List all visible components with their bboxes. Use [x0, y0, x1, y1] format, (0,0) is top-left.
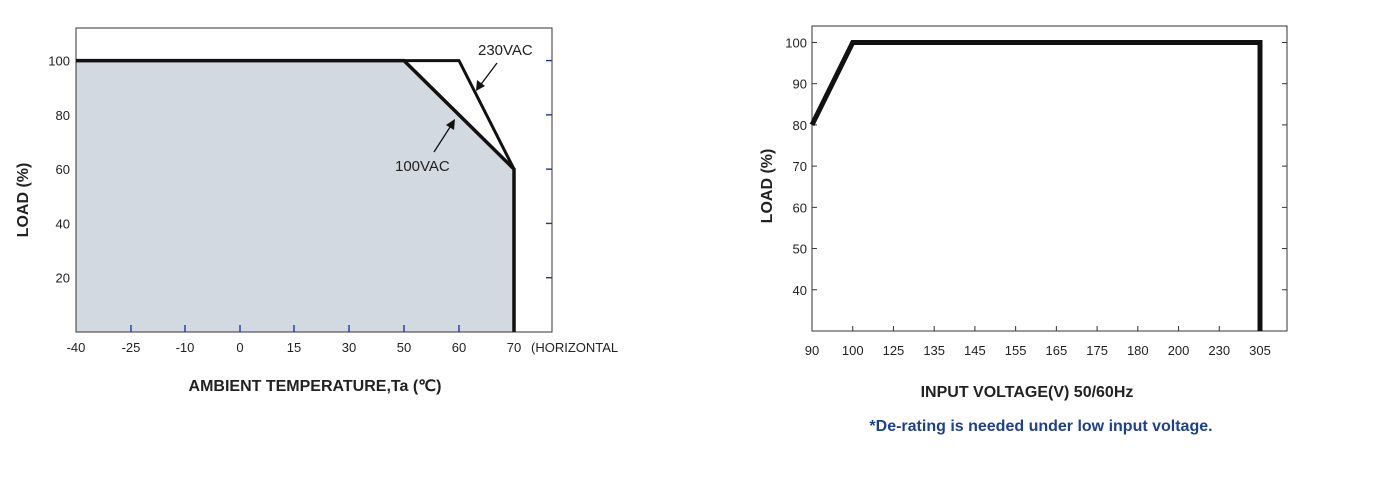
y-tick-label: 70 [793, 159, 807, 174]
y-tick-label: 60 [56, 162, 70, 177]
operating-area [76, 60, 514, 332]
x-tick-label: 100 [842, 343, 864, 358]
x-tick-label: 180 [1127, 343, 1149, 358]
x-tick-label: 125 [883, 343, 905, 358]
plot-frame [811, 25, 1288, 332]
x-axis-title: INPUT VOLTAGE(V) 50/60Hz [921, 384, 1134, 401]
annotation-arrow-230vac [478, 62, 498, 88]
derating-voltage-chart: 90 100 125 135 145 155 165 175 180 200 230 305 40 50… [759, 25, 1288, 401]
plot-frame [75, 27, 553, 333]
y-axis-title: LOAD (%) [759, 149, 776, 224]
annotation-100vac: 100VAC [395, 158, 450, 175]
series-line-load [809, 39, 1263, 331]
x-tick-label: 200 [1168, 343, 1190, 358]
y-tick-label: 100 [785, 35, 807, 50]
x-suffix-label: (HORIZONTAL [531, 340, 618, 355]
y-axis-title: LOAD (%) [15, 163, 32, 238]
x-tick-label: 70 [507, 340, 521, 355]
y-tick-label: 40 [56, 216, 70, 231]
series-line-100vac [76, 58, 516, 332]
x-tick-label: 165 [1046, 343, 1068, 358]
y-tick-label: 80 [793, 118, 807, 133]
y-tick-label: 90 [793, 77, 807, 92]
y-tick-label: 20 [56, 271, 70, 286]
x-tick-label: 175 [1086, 343, 1108, 358]
x-tick-label: 305 [1249, 343, 1271, 358]
y-tick-label: 100 [48, 54, 70, 69]
x-tick-label: 135 [923, 343, 945, 358]
x-axis-title: AMBIENT TEMPERATURE,Ta (℃) [189, 378, 442, 395]
x-tick-label: 50 [397, 340, 411, 355]
y-tick-label: 50 [793, 242, 807, 257]
y-tick-label: 60 [793, 200, 807, 215]
x-tick-label: 0 [236, 340, 243, 355]
x-tick-label: 90 [805, 343, 819, 358]
x-tick-label: -25 [122, 340, 141, 355]
annotation-arrowhead-230vac [476, 80, 485, 91]
x-tick-label: 155 [1005, 343, 1027, 358]
annotation-arrowhead-100vac [446, 119, 455, 130]
x-tick-label: 60 [452, 340, 466, 355]
x-tick-label: 230 [1208, 343, 1230, 358]
x-tick-label: 145 [964, 343, 986, 358]
x-tick-label: 15 [287, 340, 301, 355]
y-tick-label: 40 [793, 283, 807, 298]
x-tick-label: -40 [67, 340, 86, 355]
x-tick-label: 30 [342, 340, 356, 355]
derating-note: *De-rating is needed under low input vol… [869, 418, 1212, 435]
x-tick-label: -10 [176, 340, 195, 355]
derating-temperature-chart: -40 -25 -10 0 15 30 50 60 70 20 40 60 80 100 (HORIZO… [15, 27, 618, 395]
y-tick-label: 80 [56, 108, 70, 123]
annotation-230vac: 230VAC [478, 42, 533, 59]
annotation-arrow-100vac [433, 123, 453, 153]
